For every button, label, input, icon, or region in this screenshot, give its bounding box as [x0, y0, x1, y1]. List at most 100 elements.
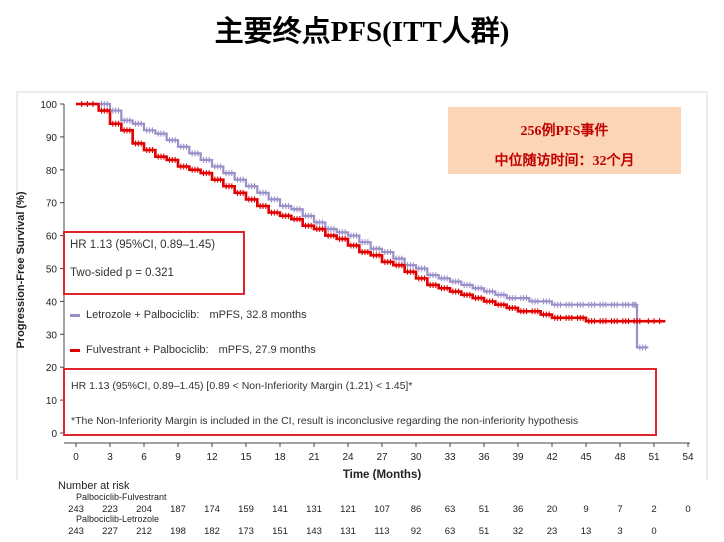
risk-count: 182 [204, 526, 220, 537]
censor-mark [217, 163, 224, 170]
y-tick-label: 10 [46, 396, 58, 407]
risk-count: 51 [478, 526, 490, 537]
censor-mark [602, 301, 609, 308]
x-tick-label: 51 [648, 452, 660, 463]
risk-count: 3 [617, 526, 623, 537]
risk-count: 223 [102, 504, 118, 515]
censor-mark [410, 262, 417, 269]
events-box: 256例PFS事件 中位随访时间：32个月 [448, 107, 681, 174]
censor-mark [466, 291, 473, 298]
events-count: 256例PFS事件 [520, 124, 609, 139]
censor-mark [126, 127, 133, 134]
risk-count: 212 [136, 526, 152, 537]
censor-mark [228, 170, 235, 177]
legend-label-letrozole: Letrozole + Palbociclib: [86, 309, 200, 321]
y-tick-label: 0 [51, 429, 57, 440]
risk-count: 20 [546, 504, 558, 515]
censor-mark [285, 202, 292, 209]
legend-swatch-fulvestrant [70, 348, 80, 352]
risk-count: 159 [238, 504, 254, 515]
risk-group-fulvestrant: Palbociclib-Fulvestrant [76, 492, 167, 502]
censor-mark [90, 101, 96, 107]
x-tick-label: 30 [410, 452, 422, 463]
risk-count: 227 [102, 526, 118, 537]
x-tick-label: 39 [512, 452, 524, 463]
risk-table-header: Number at risk [58, 480, 130, 492]
y-tick-label: 20 [46, 363, 58, 374]
censor-mark [602, 318, 609, 325]
x-tick-label: 3 [107, 452, 113, 463]
risk-count: 23 [546, 526, 558, 537]
censor-mark [568, 301, 575, 308]
censor-mark [478, 285, 485, 292]
censor-mark [206, 170, 213, 177]
censor-mark [421, 275, 428, 282]
y-axis-label: Progression-Free Survival (%) [15, 191, 27, 348]
censor-mark [645, 318, 652, 325]
median-follow-up: 中位随访时间：32个月 [494, 154, 635, 169]
censor-mark [656, 318, 663, 325]
risk-count: 92 [410, 526, 422, 537]
censor-mark [410, 268, 417, 275]
censor-mark [466, 281, 473, 288]
censor-mark [455, 288, 462, 295]
legend-swatch-letrozole [70, 313, 80, 317]
risk-count: 7 [617, 504, 623, 515]
censor-mark [534, 298, 541, 305]
censor-mark [330, 232, 337, 239]
hr-box: HR 1.13 (95%CI, 0.89–1.45) Two-sided p =… [63, 231, 245, 295]
risk-count: 63 [444, 526, 456, 537]
censor-mark [194, 166, 201, 173]
risk-count: 113 [374, 526, 390, 537]
censor-mark [376, 245, 383, 252]
y-tick-label: 50 [46, 265, 58, 276]
p-value-text: Two-sided p = 0.321 [70, 267, 174, 279]
censor-mark [228, 183, 235, 190]
risk-count: 243 [68, 504, 84, 515]
censor-mark [138, 120, 145, 127]
risk-table: Number at risk Palbociclib-Fulvestrant P… [0, 480, 724, 542]
censor-mark [115, 107, 122, 114]
censor-mark [478, 295, 485, 302]
censor-mark [194, 150, 201, 157]
risk-count: 131 [340, 526, 356, 537]
censor-mark [523, 295, 530, 302]
censor-mark [285, 212, 292, 219]
hr-text: HR 1.13 (95%CI, 0.89–1.45) [70, 239, 216, 251]
censor-mark [342, 229, 349, 236]
censor-mark [444, 285, 451, 292]
x-tick-label: 21 [308, 452, 320, 463]
x-axis-label: Time (Months) [343, 469, 422, 480]
censor-mark [546, 311, 553, 318]
censor-mark [557, 301, 564, 308]
risk-count: 0 [685, 504, 691, 515]
censor-mark [512, 304, 519, 311]
censor-mark [642, 344, 649, 351]
risk-count: 143 [306, 526, 322, 537]
censor-mark [115, 120, 122, 127]
risk-count: 0 [651, 526, 657, 537]
censor-mark [274, 196, 281, 203]
x-tick-label: 36 [478, 452, 490, 463]
y-tick-label: 100 [40, 100, 57, 111]
censor-mark [580, 301, 587, 308]
x-tick-label: 15 [240, 452, 252, 463]
censor-mark [262, 202, 269, 209]
censor-mark [387, 258, 394, 265]
censor-mark [206, 156, 213, 163]
x-tick-label: 45 [580, 452, 592, 463]
x-tick-label: 27 [376, 452, 388, 463]
x-tick-label: 18 [274, 452, 286, 463]
x-tick-label: 48 [614, 452, 626, 463]
censor-mark [591, 301, 598, 308]
risk-count: 9 [583, 504, 589, 515]
censor-mark [262, 189, 269, 196]
censor-mark [364, 249, 371, 256]
x-tick-label: 24 [342, 452, 354, 463]
censor-mark [353, 232, 360, 239]
censor-mark [342, 235, 349, 242]
censor-mark [251, 183, 258, 190]
x-tick-label: 6 [141, 452, 147, 463]
censor-mark [149, 147, 156, 154]
